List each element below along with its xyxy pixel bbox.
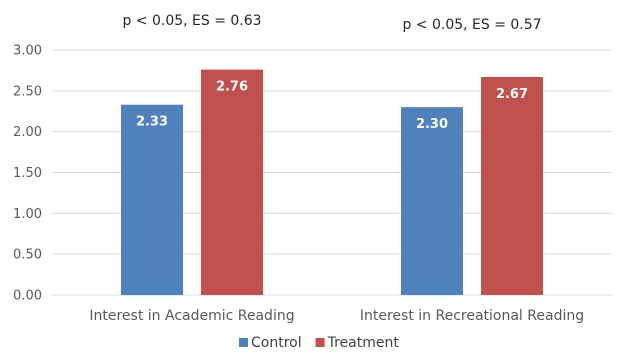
bar-treatment-2	[481, 76, 543, 295]
data-label: 2.30	[416, 117, 448, 132]
y-tick-label: 0.50	[13, 248, 42, 263]
data-label: 2.76	[216, 80, 248, 95]
y-tick-label: 2.00	[13, 125, 42, 140]
y-tick-label: 3.00	[13, 44, 42, 59]
category-label: Interest in Academic Reading	[89, 308, 294, 324]
data-labels: 2.33 2.76 2.30 2.67	[136, 80, 528, 133]
legend-label: Control	[251, 335, 302, 351]
significance-annotation: p < 0.05, ES = 0.57	[402, 17, 541, 33]
legend-item-control: Control	[239, 335, 302, 351]
significance-annotations: p < 0.05, ES = 0.63 p < 0.05, ES = 0.57	[122, 13, 541, 33]
legend-swatch	[315, 338, 325, 347]
bar-control-1	[121, 104, 183, 295]
y-axis-ticks: 0.00 0.50 1.00 1.50 2.00 2.50 3.00	[13, 44, 42, 304]
significance-annotation: p < 0.05, ES = 0.63	[122, 13, 261, 29]
category-label: Interest in Recreational Reading	[360, 308, 584, 324]
y-tick-label: 1.50	[13, 166, 42, 181]
bar-treatment-1	[201, 69, 263, 295]
data-label: 2.33	[136, 115, 168, 130]
legend: Control Treatment	[239, 335, 399, 351]
bars	[121, 69, 543, 296]
bar-control-2	[401, 107, 463, 296]
y-tick-label: 1.00	[13, 207, 42, 222]
data-label: 2.67	[496, 87, 528, 102]
y-tick-label: 2.50	[13, 84, 42, 99]
y-tick-label: 0.00	[13, 289, 42, 304]
legend-label: Treatment	[327, 335, 400, 351]
category-labels: Interest in Academic Reading Interest in …	[89, 308, 584, 324]
legend-swatch	[239, 338, 248, 347]
legend-item-treatment: Treatment	[315, 335, 400, 351]
